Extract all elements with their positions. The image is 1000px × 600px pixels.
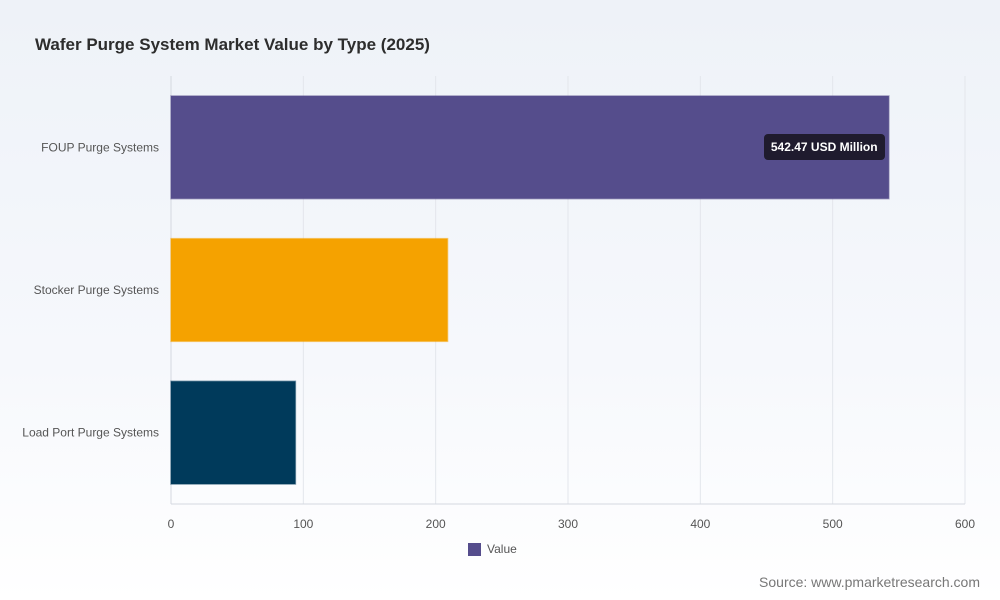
bar-stocker-purge-systems <box>170 237 449 343</box>
x-tick-label: 600 <box>955 517 975 531</box>
chart-title: Wafer Purge System Market Value by Type … <box>35 35 430 54</box>
legend-swatch <box>468 542 481 556</box>
category-label: Stocker Purge Systems <box>34 283 159 297</box>
x-tick-label: 400 <box>690 517 710 531</box>
x-tick-label: 0 <box>168 517 175 531</box>
value-tooltip: 542.47 USD Million <box>763 134 885 161</box>
x-tick-label: 300 <box>558 517 578 531</box>
x-tick-label: 500 <box>823 517 843 531</box>
legend[interactable]: Value <box>468 542 517 556</box>
source-credit: Source: www.pmarketresearch.com <box>759 574 980 590</box>
category-label: Load Port Purge Systems <box>22 426 159 440</box>
legend-label: Value <box>487 542 517 556</box>
x-tick-label: 100 <box>293 517 313 531</box>
bar-load-port-purge-systems <box>170 380 297 485</box>
x-tick-label: 200 <box>426 517 446 531</box>
category-label: FOUP Purge Systems <box>41 140 159 154</box>
